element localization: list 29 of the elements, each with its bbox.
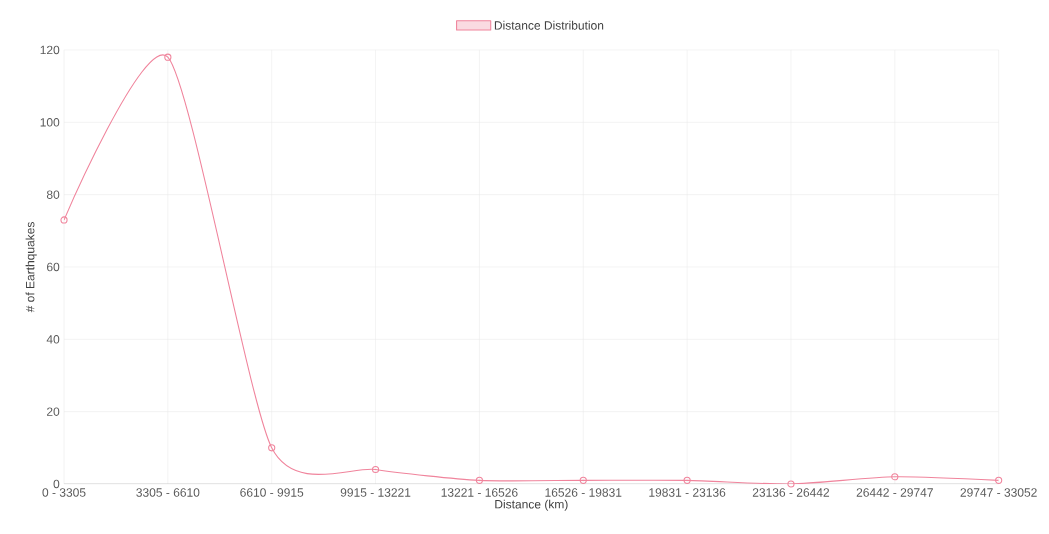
y-tick-label: 60 — [47, 262, 60, 272]
y-tick-label: 100 — [40, 118, 60, 127]
x-tick-label: 23136 - 26442 — [752, 488, 830, 497]
point — [995, 476, 1003, 484]
legend-label: Distance Distribution — [494, 20, 604, 30]
x-tick-label: 9915 - 13221 — [340, 488, 411, 497]
x-tick-label: 6610 - 9915 — [240, 488, 304, 497]
x-tick-label: 19831 - 23136 — [649, 488, 726, 497]
y-axis-title: # of Earthquakes — [25, 222, 37, 313]
y-tick-label: 0 — [53, 479, 60, 489]
point — [787, 480, 795, 488]
y-tick-label: 20 — [47, 407, 60, 416]
x-tick-label: 29747 - 33052 — [960, 488, 1037, 497]
x-tick-label: 13221 - 16526 — [441, 488, 518, 497]
point — [371, 465, 380, 474]
x-tick-label: 3305 - 6610 — [136, 488, 200, 497]
x-tick-label: 26442 - 29747 — [856, 488, 933, 497]
y-tick-label: 40 — [46, 335, 60, 344]
y-tick-label: 80 — [46, 190, 60, 199]
point — [683, 476, 691, 484]
point — [475, 476, 484, 484]
x-tick-label: 0 - 3305 — [42, 488, 86, 497]
y-tick-label: 120 — [40, 45, 60, 55]
point — [268, 444, 276, 452]
x-axis-title: Distance (km) — [495, 499, 568, 511]
point — [164, 53, 172, 61]
point — [579, 476, 587, 484]
x-tick-label: 16526 - 19831 — [545, 488, 622, 497]
point — [891, 473, 899, 481]
